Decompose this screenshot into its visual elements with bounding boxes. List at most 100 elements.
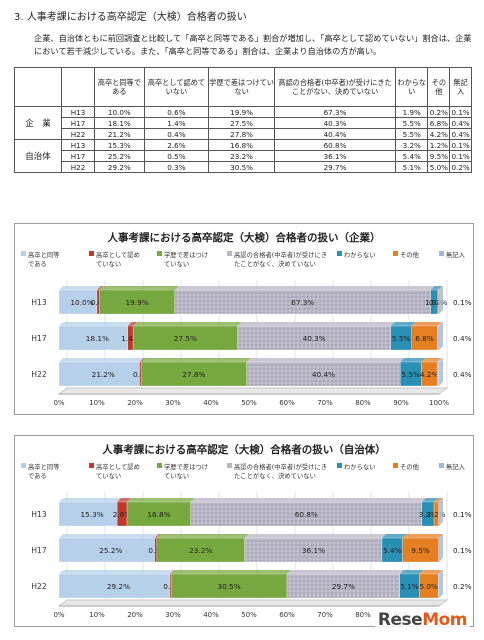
- bar-segment: [286, 573, 401, 599]
- column-header: その他: [427, 67, 451, 107]
- bar-segment-top: [139, 358, 146, 362]
- legend-label: 高認の合格者(中卒者)が受けにき: [234, 250, 327, 259]
- table-cell: 5.4%: [395, 150, 429, 162]
- bar-segment-top: [127, 322, 138, 326]
- legend-swatch: [393, 463, 398, 468]
- table-cell: 10.0%: [94, 106, 145, 118]
- bar-value-label: 5.1%: [400, 582, 419, 591]
- table-cell: 27.5%: [208, 117, 276, 129]
- table-cell: 29.7%: [274, 161, 397, 173]
- bar-value-label: 67.3%: [291, 298, 314, 307]
- x-tick-label: 60%: [279, 611, 295, 619]
- legend-swatch: [337, 463, 342, 468]
- table-cell: 5.0%: [427, 161, 451, 173]
- column-header: 高認の合格者(中卒者)が受けにきたことがない、決めていない: [274, 67, 397, 107]
- bar-side-face: [439, 498, 443, 526]
- year-cell: H13: [61, 106, 95, 118]
- results-table: 高卒と同等である 高卒として認めていない 学歴で差はつけていない 高認の合格者(…: [14, 67, 472, 173]
- legend-label: ていない: [164, 472, 189, 480]
- bar-segment: [58, 537, 155, 563]
- bar-segment-top: [421, 498, 439, 502]
- bar-segment-top: [154, 534, 161, 538]
- table-row: 企 業 H13 10.0% 0.6% 19.9% 67.3% 1.9% 0.2%…: [14, 106, 472, 140]
- bar-segment-top: [174, 286, 435, 290]
- x-tick-label: 90%: [393, 399, 409, 407]
- bar-segment-top: [438, 498, 443, 502]
- y-category-label: H17: [31, 546, 46, 555]
- section-heading: 3. 人事考課における高卒認定（大検）合格者の扱い: [14, 12, 247, 23]
- bar-segment-top: [59, 498, 122, 502]
- table-cell: 1.4%: [143, 117, 210, 129]
- year-cell: H22: [61, 161, 95, 173]
- table-cell: 29.2%: [94, 161, 145, 173]
- column-header: 高卒として認めていない: [143, 67, 210, 107]
- table-cell: 0.4%: [143, 128, 210, 140]
- legend-swatch: [21, 463, 26, 468]
- bar-segment: [132, 325, 238, 351]
- table-cell: 36.1%: [274, 150, 397, 162]
- table-cell: 0.3%: [143, 161, 210, 173]
- group-label: 企 業: [14, 106, 62, 140]
- x-tick-label: 10%: [89, 399, 105, 407]
- x-tick-label: 40%: [203, 399, 219, 407]
- bar-segment-top: [287, 570, 404, 574]
- legend-swatch: [439, 251, 444, 256]
- table-cell: 40.4%: [274, 128, 397, 140]
- legend-label: 無記入: [446, 462, 466, 471]
- column-header: わからない: [395, 67, 429, 107]
- bar-value-label: 1.4%: [121, 334, 140, 343]
- legend-label: ていない: [96, 472, 121, 480]
- table-cell: 0.4%: [449, 128, 472, 140]
- chart-title: 人事考課における高卒認定（大検）合格者の扱い（自治体）: [102, 443, 386, 456]
- bar-segment: [58, 573, 171, 599]
- table-row: H22 21.2% 0.4% 27.8% 40.4% 5.5% 4.2% 0.4…: [15, 128, 472, 140]
- table-corner: [14, 67, 62, 107]
- legend-label: わからない: [344, 463, 375, 471]
- plot-floor: [57, 387, 449, 395]
- bar-segment-top: [156, 534, 249, 538]
- bar-segment-top: [382, 534, 407, 538]
- bar-value-label: 27.5%: [174, 334, 197, 343]
- bar-segment: [58, 289, 98, 315]
- bar-segment-top: [419, 570, 443, 574]
- bar-segment-top: [133, 322, 242, 326]
- y-category-label: H13: [31, 510, 46, 519]
- bar-segment-top: [437, 358, 443, 362]
- y-category-label: H22: [31, 370, 46, 379]
- column-header: 高卒と同等である: [94, 67, 145, 107]
- y-category-label: H22: [31, 582, 46, 591]
- table-cell: 3.2%: [395, 139, 429, 151]
- bar-side-face: [439, 358, 443, 386]
- x-tick-label: 70%: [317, 611, 333, 619]
- table-cell: 0.1%: [449, 139, 472, 151]
- table-corner: [61, 67, 95, 107]
- bar-segment-top: [59, 570, 174, 574]
- bar-value-label: 16.8%: [147, 510, 170, 519]
- bar-segment-top: [244, 534, 386, 538]
- bar-value-label: 0.4%: [453, 370, 472, 379]
- bar-side-face: [439, 570, 443, 598]
- legend-label: その他: [400, 250, 420, 259]
- legend-label: 高認の合格者(中卒者)が受けにき: [234, 462, 327, 471]
- legend-label: 学歴で差はつけ: [164, 462, 208, 471]
- table-cell: 0.1%: [449, 106, 472, 118]
- bar-segment: [58, 361, 140, 387]
- x-tick-label: 40%: [203, 611, 219, 619]
- table-cell: 23.2%: [208, 150, 276, 162]
- bar-segment-top: [438, 570, 443, 574]
- x-tick-label: 30%: [165, 399, 181, 407]
- chart-title: 人事考課における高卒認定（大検）合格者の扱い（企業）: [108, 231, 381, 244]
- table-row: 自治体 H13 15.3% 2.6% 16.8% 60.8% 3.2% 1.2%…: [14, 139, 472, 173]
- legend-swatch: [21, 251, 26, 256]
- x-tick-label: 80%: [355, 399, 371, 407]
- bar-segment: [99, 289, 176, 315]
- legend-label: 学歴で差はつけ: [164, 250, 208, 259]
- bar-segment: [246, 361, 401, 387]
- bar-value-label: 0.2%: [453, 582, 472, 591]
- bar-value-label: 40.3%: [303, 334, 326, 343]
- table-cell: 18.1%: [94, 117, 145, 129]
- bar-value-label: 21.2%: [92, 370, 115, 379]
- table-cell: 5.1%: [395, 161, 429, 173]
- table-cell: 19.9%: [208, 106, 276, 118]
- table-cell: 16.8%: [208, 139, 276, 151]
